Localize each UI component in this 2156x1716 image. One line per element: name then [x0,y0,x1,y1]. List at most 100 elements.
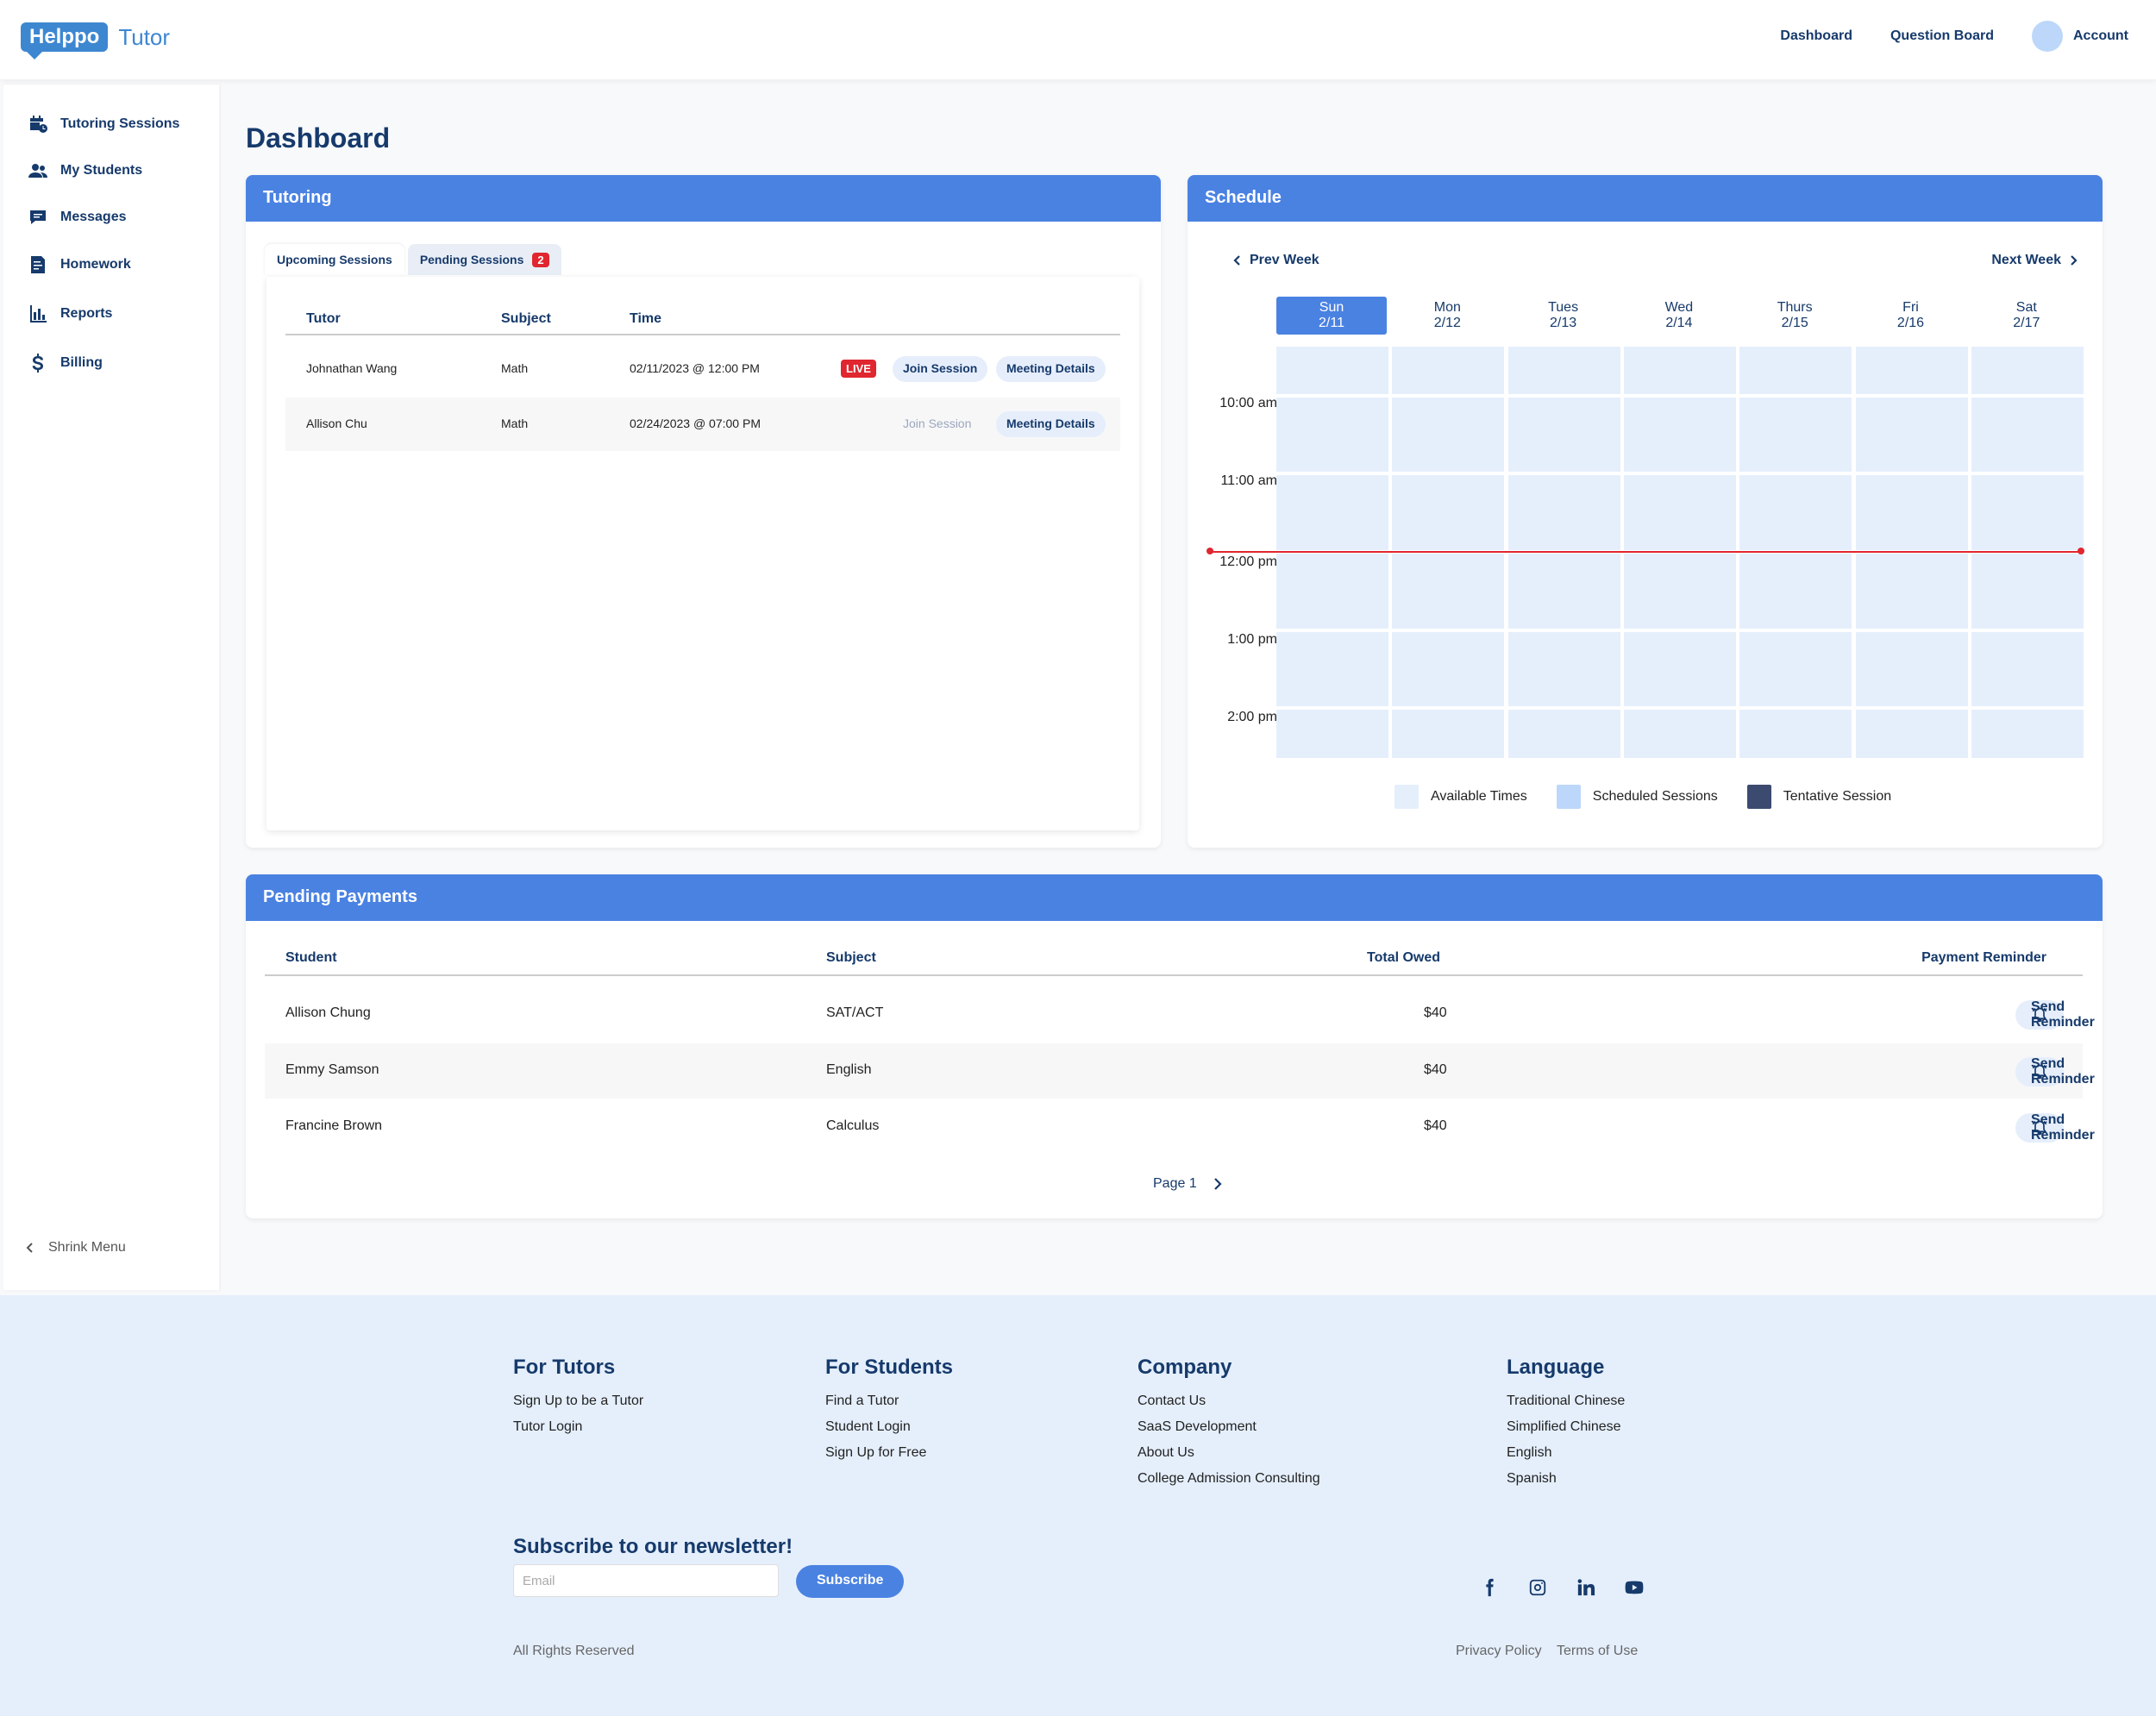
schedule-cell[interactable] [1623,347,1736,394]
day-header-6[interactable]: Sat 2/17 [1971,297,2082,335]
youtube-icon[interactable] [1625,1578,1644,1597]
schedule-cell[interactable] [1855,554,1968,629]
schedule-cell[interactable] [1739,710,1852,758]
dollar-icon [32,354,43,373]
footer-link[interactable]: Sign Up to be a Tutor [513,1393,644,1408]
privacy-policy-link[interactable]: Privacy Policy [1456,1644,1542,1658]
schedule-cell[interactable] [1971,554,2084,629]
schedule-cell[interactable] [1392,710,1505,758]
schedule-cell[interactable] [1971,398,2084,472]
schedule-cell[interactable] [1507,347,1620,394]
facebook-icon[interactable] [1480,1578,1499,1597]
schedule-cell[interactable] [1392,347,1505,394]
footer-link[interactable]: Find a Tutor [825,1393,899,1408]
schedule-cell[interactable] [1739,347,1852,394]
account-menu[interactable]: Account [2032,21,2128,52]
footer-link[interactable]: Spanish [1507,1471,1557,1486]
schedule-cell[interactable] [1276,554,1388,629]
sidebar-item-billing[interactable]: Billing [28,353,103,373]
schedule-cell[interactable] [1739,632,1852,706]
meeting-details-button[interactable]: Meeting Details [996,411,1106,437]
shrink-menu-label: Shrink Menu [48,1240,126,1255]
send-reminder-button[interactable]: Send Reminder [2015,1112,2095,1143]
linkedin-icon[interactable] [1576,1578,1595,1597]
footer-link[interactable]: Simplified Chinese [1507,1419,1621,1434]
schedule-cell[interactable] [1507,554,1620,629]
prev-week-button[interactable]: Prev Week [1232,253,1319,268]
send-reminder-label: Send Reminder [2031,1112,2095,1143]
schedule-cell[interactable] [1623,554,1736,629]
footer-link[interactable]: Sign Up for Free [825,1445,927,1460]
schedule-cell[interactable] [1276,632,1388,706]
schedule-cell[interactable] [1507,632,1620,706]
schedule-cell[interactable] [1739,475,1852,550]
next-week-button[interactable]: Next Week [1991,253,2078,268]
sidebar-item-homework[interactable]: Homework [28,254,131,275]
footer-link[interactable]: English [1507,1445,1552,1460]
schedule-cell[interactable] [1971,710,2084,758]
next-page-icon[interactable] [1213,1177,1223,1191]
schedule-cell[interactable] [1623,710,1736,758]
tab-pending-sessions[interactable]: Pending Sessions 2 [407,244,561,275]
footer-link[interactable]: College Admission Consulting [1138,1471,1320,1486]
day-header-1[interactable]: Mon 2/12 [1392,297,1502,335]
schedule-cell[interactable] [1855,347,1968,394]
footer-link[interactable]: Tutor Login [513,1419,583,1434]
day-date: 2/12 [1433,316,1461,330]
meeting-details-button[interactable]: Meeting Details [996,356,1106,382]
footer-link[interactable]: SaaS Development [1138,1419,1257,1434]
day-header-5[interactable]: Fri 2/16 [1856,297,1966,335]
schedule-cell[interactable] [1855,475,1968,550]
schedule-cell[interactable] [1276,347,1388,394]
schedule-cell[interactable] [1739,554,1852,629]
sidebar-item-tutoring-sessions[interactable]: Tutoring Sessions [28,114,179,135]
footer-link[interactable]: Student Login [825,1419,911,1434]
top-nav: Dashboard Question Board Account [1780,21,2128,52]
schedule-cell[interactable] [1276,398,1388,472]
sidebar-item-reports[interactable]: Reports [28,304,112,324]
sessions-panel: Tutor Subject Time Johnathan Wang Math 0… [266,277,1139,830]
day-header-4[interactable]: Thurs 2/15 [1739,297,1850,335]
schedule-cell[interactable] [1276,710,1388,758]
send-reminder-button[interactable]: Send Reminder [2015,1056,2095,1087]
shrink-menu-button[interactable]: Shrink Menu [24,1240,126,1256]
col-payment-reminder: Payment Reminder [1921,950,2046,965]
schedule-cell[interactable] [1739,398,1852,472]
schedule-cell[interactable] [1623,475,1736,550]
schedule-cell[interactable] [1855,710,1968,758]
terms-of-use-link[interactable]: Terms of Use [1557,1644,1639,1658]
day-header-0[interactable]: Sun 2/11 [1276,297,1387,335]
schedule-cell[interactable] [1855,632,1968,706]
footer-link[interactable]: Contact Us [1138,1393,1206,1408]
nav-dashboard-link[interactable]: Dashboard [1780,28,1852,43]
schedule-cell[interactable] [1392,475,1505,550]
schedule-cell[interactable] [1623,398,1736,472]
logo[interactable]: Helppo Tutor [21,22,170,59]
schedule-cell[interactable] [1392,554,1505,629]
day-header-2[interactable]: Tues 2/13 [1508,297,1619,335]
send-reminder-button[interactable]: Send Reminder [2015,999,2095,1030]
sidebar-item-my-students[interactable]: My Students [28,160,142,181]
schedule-cell[interactable] [1855,398,1968,472]
sidebar-item-messages[interactable]: Messages [28,207,127,228]
day-header-3[interactable]: Wed 2/14 [1624,297,1734,335]
schedule-cell[interactable] [1507,710,1620,758]
schedule-cell[interactable] [1276,475,1388,550]
subscribe-button[interactable]: Subscribe [796,1565,905,1598]
instagram-icon[interactable] [1528,1578,1547,1597]
schedule-cell[interactable] [1971,475,2084,550]
join-session-button[interactable]: Join Session [893,356,988,382]
footer-link[interactable]: About Us [1138,1445,1194,1460]
schedule-cell[interactable] [1623,632,1736,706]
schedule-cell[interactable] [1507,475,1620,550]
schedule-cell[interactable] [1971,632,2084,706]
schedule-cell[interactable] [1507,398,1620,472]
time-label: 2:00 pm [1227,710,1277,724]
footer-link[interactable]: Traditional Chinese [1507,1393,1626,1408]
schedule-cell[interactable] [1392,398,1505,472]
nav-question-board-link[interactable]: Question Board [1890,28,1994,43]
newsletter-email-input[interactable] [513,1564,779,1597]
tab-upcoming-sessions[interactable]: Upcoming Sessions [265,244,404,275]
schedule-cell[interactable] [1971,347,2084,394]
schedule-cell[interactable] [1392,632,1505,706]
